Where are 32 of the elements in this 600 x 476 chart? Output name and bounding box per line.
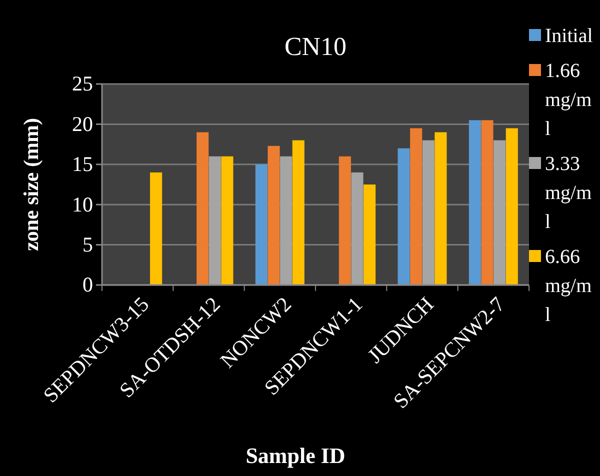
legend-label: Initial — [545, 25, 594, 47]
bar — [398, 148, 410, 285]
legend-label: 6.66 mg/ml — [545, 246, 592, 326]
legend-label: 3.33 mg/ml — [545, 153, 592, 233]
legend-label: 1.66 mg/ml — [545, 60, 592, 140]
bar — [221, 156, 234, 285]
bar — [468, 120, 481, 285]
bar — [196, 132, 209, 285]
bar — [268, 146, 280, 285]
bar — [364, 184, 376, 285]
bar — [208, 156, 221, 285]
y-tick-label: 20 — [72, 112, 93, 136]
bar — [410, 128, 422, 285]
bar — [150, 172, 162, 285]
bar — [481, 120, 494, 285]
bar — [292, 140, 304, 285]
bar — [255, 164, 268, 285]
x-axis-title: Sample ID — [246, 443, 346, 468]
chart-title: CN10 — [284, 32, 347, 61]
y-axis-title: zone size (mm) — [19, 118, 43, 251]
bar — [506, 128, 518, 285]
y-tick-label: 5 — [82, 232, 93, 257]
y-tick-label: 10 — [72, 192, 93, 216]
y-tick-label: 15 — [72, 152, 93, 176]
y-tick-label: 25 — [72, 72, 93, 96]
bar — [494, 140, 506, 285]
y-tick-label: 0 — [82, 272, 93, 297]
bar — [280, 156, 292, 285]
bar — [338, 156, 351, 285]
bar — [351, 172, 364, 285]
bar — [422, 140, 434, 285]
bar — [434, 132, 447, 285]
